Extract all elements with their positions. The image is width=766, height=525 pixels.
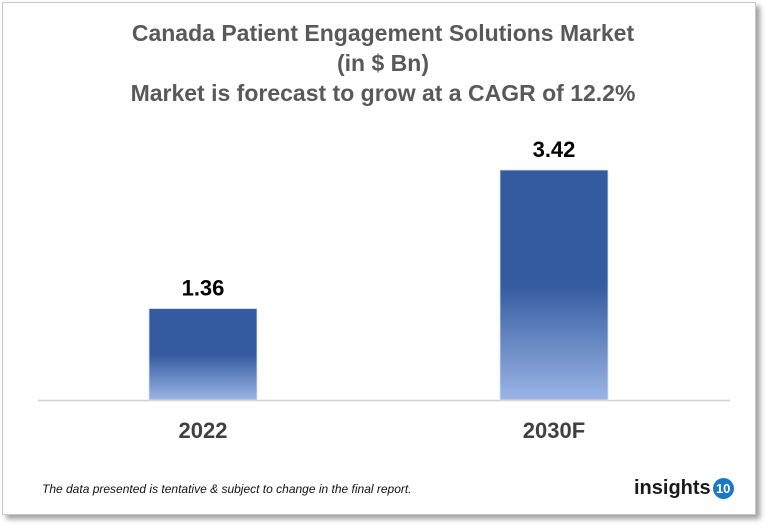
insights10-logo: insights 10 [634, 477, 734, 500]
data-label: 3.42 [533, 137, 576, 162]
logo-text: insights [634, 477, 711, 499]
chart-card [2, 2, 756, 515]
title-line-2: (in $ Bn) [337, 50, 429, 76]
title-line-3: Market is forecast to grow at a CAGR of … [130, 80, 636, 106]
data-label: 1.36 [182, 276, 225, 301]
x-tick-label: 2022 [179, 418, 228, 443]
logo-badge: 10 [712, 478, 734, 499]
bar-2022 [148, 308, 258, 401]
footnote: The data presented is tentative & subjec… [42, 482, 412, 496]
bar-2030F [499, 169, 609, 401]
chart-title: Canada Patient Engagement Solutions Mark… [0, 18, 766, 108]
title-line-1: Canada Patient Engagement Solutions Mark… [131, 20, 635, 46]
x-tick-label: 2030F [523, 418, 585, 443]
